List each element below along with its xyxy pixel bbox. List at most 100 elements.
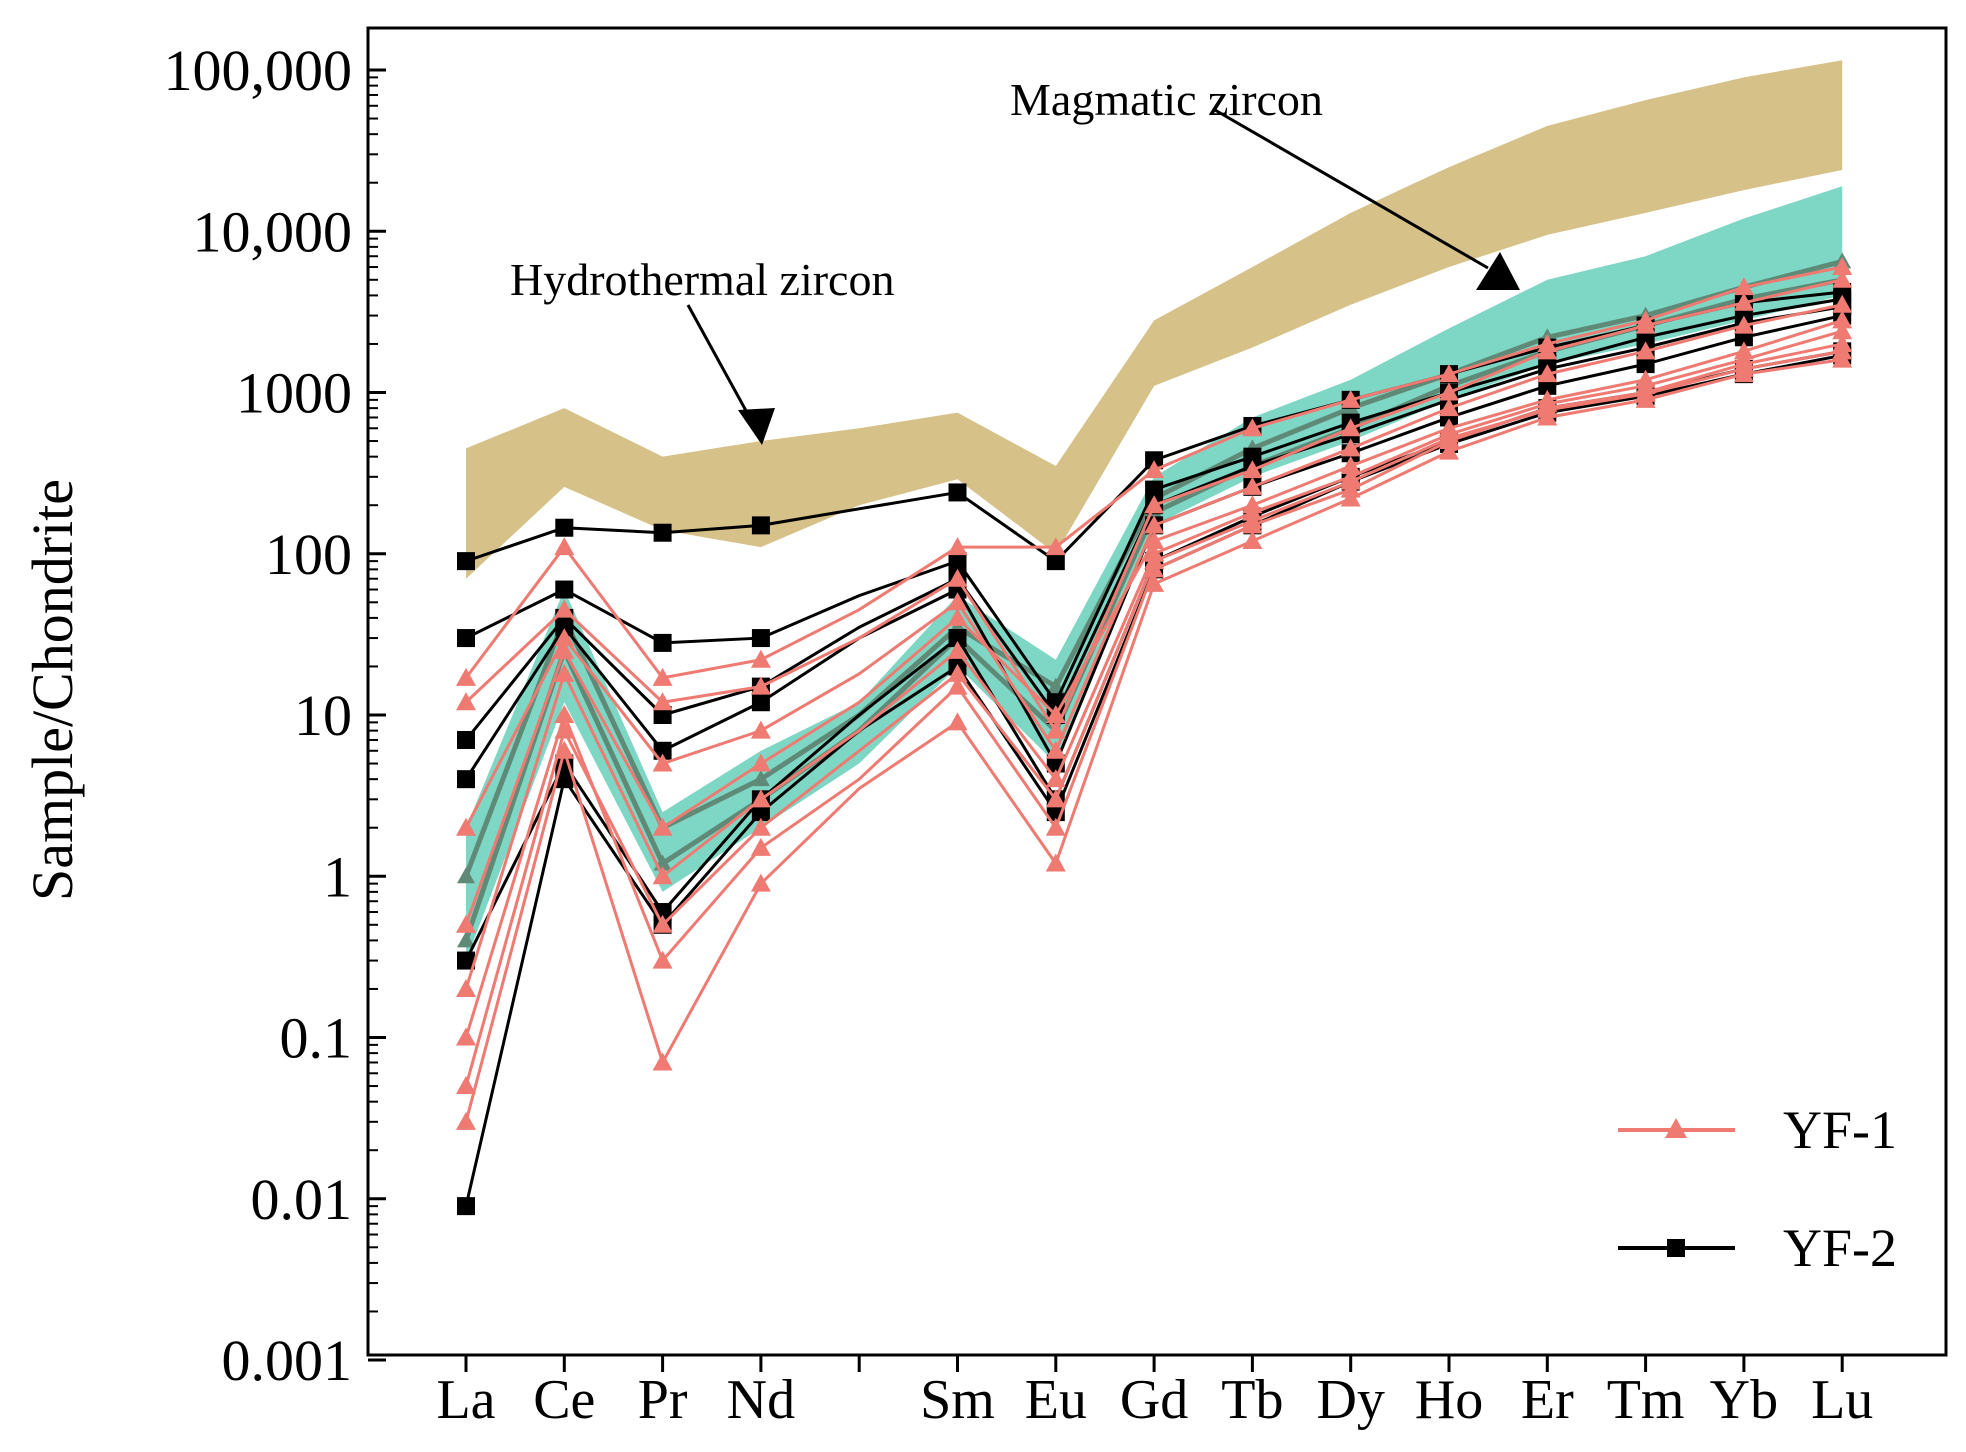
y-tick-label: 100 [265,522,352,587]
data-point [456,978,476,997]
data-point [457,867,475,884]
data-point [457,1197,475,1216]
x-tick-label: Sm [920,1369,995,1431]
x-tick-label: Er [1521,1369,1574,1431]
y-tick-label: 10,000 [193,199,353,264]
data-point [947,676,968,695]
data-point [750,753,771,772]
data-point [653,741,672,760]
data-point [1045,720,1066,739]
magmatic-arrow-head [1476,252,1520,290]
legend-yf2-label: YF-2 [1783,1218,1897,1278]
data-point [750,817,771,836]
data-point [750,837,771,856]
y-axis-label: Sample/Chondrite [20,479,85,901]
y-tick-label: 100,000 [164,38,353,103]
x-tick-label: Ce [533,1369,595,1431]
data-point [751,629,770,648]
data-point [947,592,968,611]
series-line [464,342,1843,1038]
data-point [1045,537,1066,556]
data-point [456,692,476,711]
data-point [1145,480,1164,499]
data-point [554,640,575,659]
data-point [1635,341,1656,360]
data-point [751,803,770,822]
data-point [1635,315,1656,334]
data-point [948,483,967,502]
legend-yf1-label: YF-1 [1783,1100,1897,1160]
data-point [947,537,968,556]
data-point [1537,364,1558,383]
x-tick-label: Tb [1221,1369,1283,1431]
series-yf-1-5 [456,321,1853,997]
data-point [751,770,770,787]
data-point [554,705,575,723]
legend: YF-1 YF-2 [1618,1100,1897,1278]
data-point [1046,552,1065,571]
data-point [1832,294,1853,313]
annotation-hydrothermal: Hydrothermal zircon [510,254,894,445]
data-point [456,1027,476,1046]
data-point [1733,277,1754,296]
x-tick-label: Gd [1120,1369,1188,1431]
data-point [1045,740,1066,759]
data-point [652,692,673,711]
x-tick-label: Nd [727,1369,795,1431]
data-point [750,676,771,695]
legend-entry-yf2: YF-2 [1618,1218,1897,1278]
data-point [1144,573,1165,592]
data-point [456,914,476,933]
x-tick-label: Yb [1710,1369,1778,1431]
x-axis: La Ce Pr Nd Sm Eu Gd Tb Dy Ho Er Tm Yb Lu [436,1355,1873,1431]
data-point [456,1111,476,1130]
data-point [1439,364,1459,383]
data-point [457,770,475,789]
series-line [464,329,1843,990]
data-point [1045,853,1066,872]
data-point [456,667,476,686]
data-point [1045,789,1066,808]
data-point [947,663,968,682]
data-point [1045,769,1066,788]
data-point [1537,341,1558,360]
data-point [751,516,770,535]
data-point [947,712,968,731]
data-point [750,649,771,668]
series-yf-1-6 [456,294,1853,836]
data-point [1733,292,1754,311]
magmatic-arrow-line [1214,108,1489,270]
hydrothermal-zircon-label: Hydrothermal zircon [510,254,894,305]
data-point [1340,418,1361,437]
y-tick-label: 1 [323,844,352,909]
data-point [1242,476,1263,495]
data-point [1144,551,1165,570]
data-point [947,640,968,659]
data-point [457,552,475,571]
y-tick-label: 10 [294,683,352,748]
y-tick-label: 1000 [236,361,352,426]
data-point [751,693,770,712]
data-point [1439,382,1459,401]
data-point [652,866,673,885]
data-point [948,629,967,648]
y-axis: 0.001 0.01 0.1 1 10 100 1000 10,000 100,000 [164,38,386,1393]
data-point [1733,349,1754,368]
plot-frame [366,26,1948,1357]
data-point [1045,817,1066,836]
x-tick-label: Ho [1415,1369,1483,1431]
data-point [652,950,673,969]
data-point [1144,530,1165,549]
data-point [456,1076,476,1095]
legend-yf1-marker [1665,1118,1687,1138]
legend-yf2-marker [1667,1239,1685,1257]
data-point [750,720,771,739]
data-point [1832,257,1853,276]
data-point [1242,460,1263,479]
data-point [947,607,968,626]
data-point [1340,438,1361,457]
series-yf-1-0 [456,257,1853,686]
data-point [653,523,672,542]
data-point [1144,515,1165,534]
x-tick-label: La [436,1369,495,1431]
